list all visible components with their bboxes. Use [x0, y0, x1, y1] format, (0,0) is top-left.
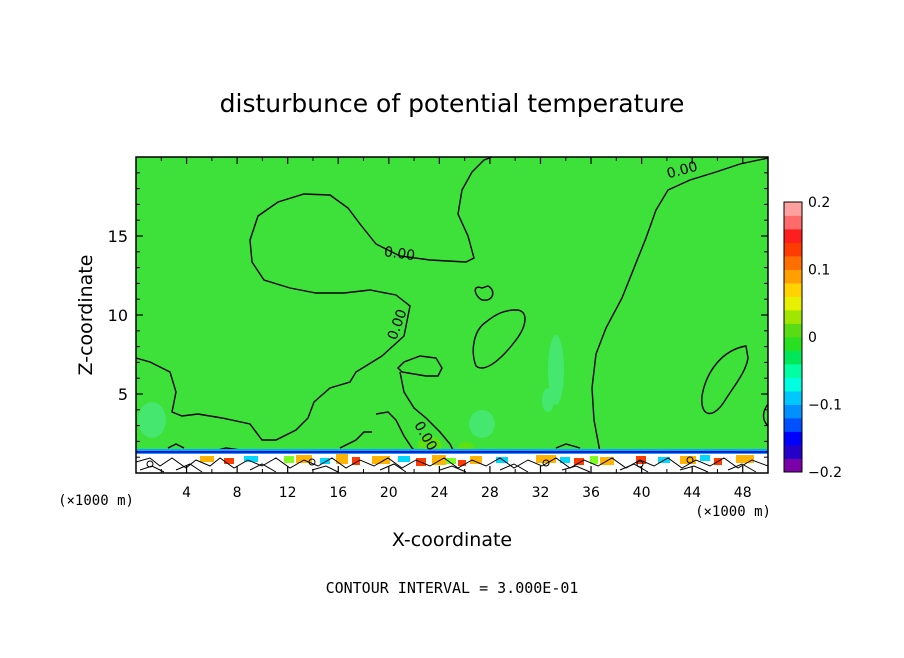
colorbar-segment: [784, 391, 802, 405]
x-tick-label: 44: [683, 485, 701, 501]
colorbar: [784, 202, 802, 473]
y-tick-label: 15: [108, 227, 128, 246]
contour-label: 0.00: [383, 244, 416, 264]
colorbar-segment: [784, 404, 802, 419]
colorbar-segment: [784, 229, 802, 243]
y-axis-ticks: 5 10 15: [108, 172, 768, 458]
colorbar-ticks: 0.2 0.1 0 −0.1 −0.2: [808, 195, 842, 481]
contour-lines: [136, 157, 768, 457]
chart-title: disturbunce of potential temperature: [220, 89, 685, 118]
x-tick-label: 48: [734, 485, 752, 501]
colorbar-segment: [784, 445, 802, 459]
colorbar-segment: [784, 377, 802, 392]
x-tick-label: 16: [329, 485, 347, 501]
x-tick-label: 28: [481, 485, 499, 501]
x-tick-label: 32: [532, 485, 550, 501]
colorbar-segment: [784, 296, 802, 311]
colorbar-segment: [784, 269, 802, 284]
x-tick-label: 8: [233, 485, 242, 501]
colorbar-segment: [784, 458, 802, 473]
x-tick-label: 20: [380, 485, 398, 501]
x-tick-label: 36: [582, 485, 600, 501]
colorbar-segment: [784, 283, 802, 297]
colorbar-segment: [784, 215, 802, 230]
field-background: [136, 157, 768, 473]
x-axis-ticks: 4 8 12 16 20 24 28 32 36 40 44 48: [160, 157, 752, 501]
contour-interval-note: CONTOUR INTERVAL = 3.000E-01: [326, 579, 579, 597]
colorbar-segment: [784, 337, 802, 351]
colorbar-segment: [784, 323, 802, 338]
x-tick-label: 4: [182, 485, 191, 501]
surface-band: [136, 449, 768, 473]
x-unit-left: (×1000 m): [58, 493, 134, 509]
colorbar-segment: [784, 364, 802, 378]
cool-patches: [138, 335, 564, 438]
y-tick-label: 5: [118, 385, 128, 404]
colorbar-tick-label: 0: [808, 330, 817, 346]
colorbar-frame: [783, 201, 803, 473]
colorbar-segment: [784, 242, 802, 257]
colorbar-tick-label: 0.1: [808, 263, 830, 279]
colorbar-segment: [784, 431, 802, 446]
plot-area: 0.000.000.000.00: [136, 157, 768, 473]
x-unit-right: (×1000 m): [695, 504, 771, 520]
colorbar-segment: [784, 418, 802, 432]
y-axis-label: Z-coordinate: [75, 255, 97, 376]
colorbar-tick-label: −0.1: [808, 398, 842, 414]
x-tick-label: 24: [430, 485, 448, 501]
colorbar-segment: [784, 350, 802, 365]
colorbar-tick-label: 0.2: [808, 195, 830, 211]
colorbar-segment: [784, 256, 802, 270]
colorbar-segment: [784, 310, 802, 324]
colorbar-segment: [784, 202, 802, 216]
colorbar-tick-label: −0.2: [808, 465, 842, 481]
x-tick-label: 40: [633, 485, 651, 501]
y-tick-label: 10: [108, 306, 128, 325]
x-axis-label: X-coordinate: [392, 529, 512, 551]
contour-label: 0.00: [665, 159, 699, 183]
x-tick-label: 12: [279, 485, 297, 501]
